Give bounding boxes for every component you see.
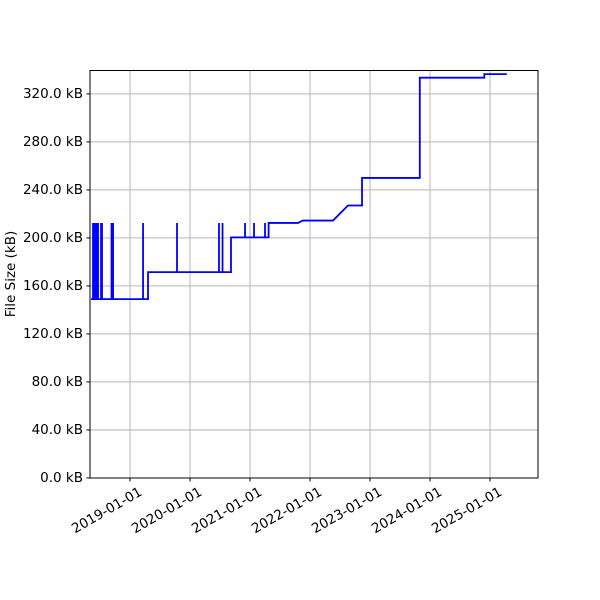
y-tick-label: 320.0 kB xyxy=(22,85,83,102)
gridlines xyxy=(90,70,538,479)
data-line xyxy=(91,73,507,301)
y-axis-title: File Size (kB) xyxy=(3,230,19,318)
axis-ticks xyxy=(86,93,491,482)
y-tick-label: 240.0 kB xyxy=(22,181,83,198)
y-tick-label: 160.0 kB xyxy=(22,277,83,294)
y-tick-label: 0.0 kB xyxy=(40,470,83,486)
y-tick-label: 80.0 kB xyxy=(31,373,83,390)
plot-border xyxy=(89,70,539,479)
y-tick-label: 40.0 kB xyxy=(31,421,83,438)
y-tick-label: 200.0 kB xyxy=(22,229,83,246)
y-tick-label: 120.0 kB xyxy=(22,325,83,342)
y-tick-label: 280.0 kB xyxy=(22,133,83,150)
